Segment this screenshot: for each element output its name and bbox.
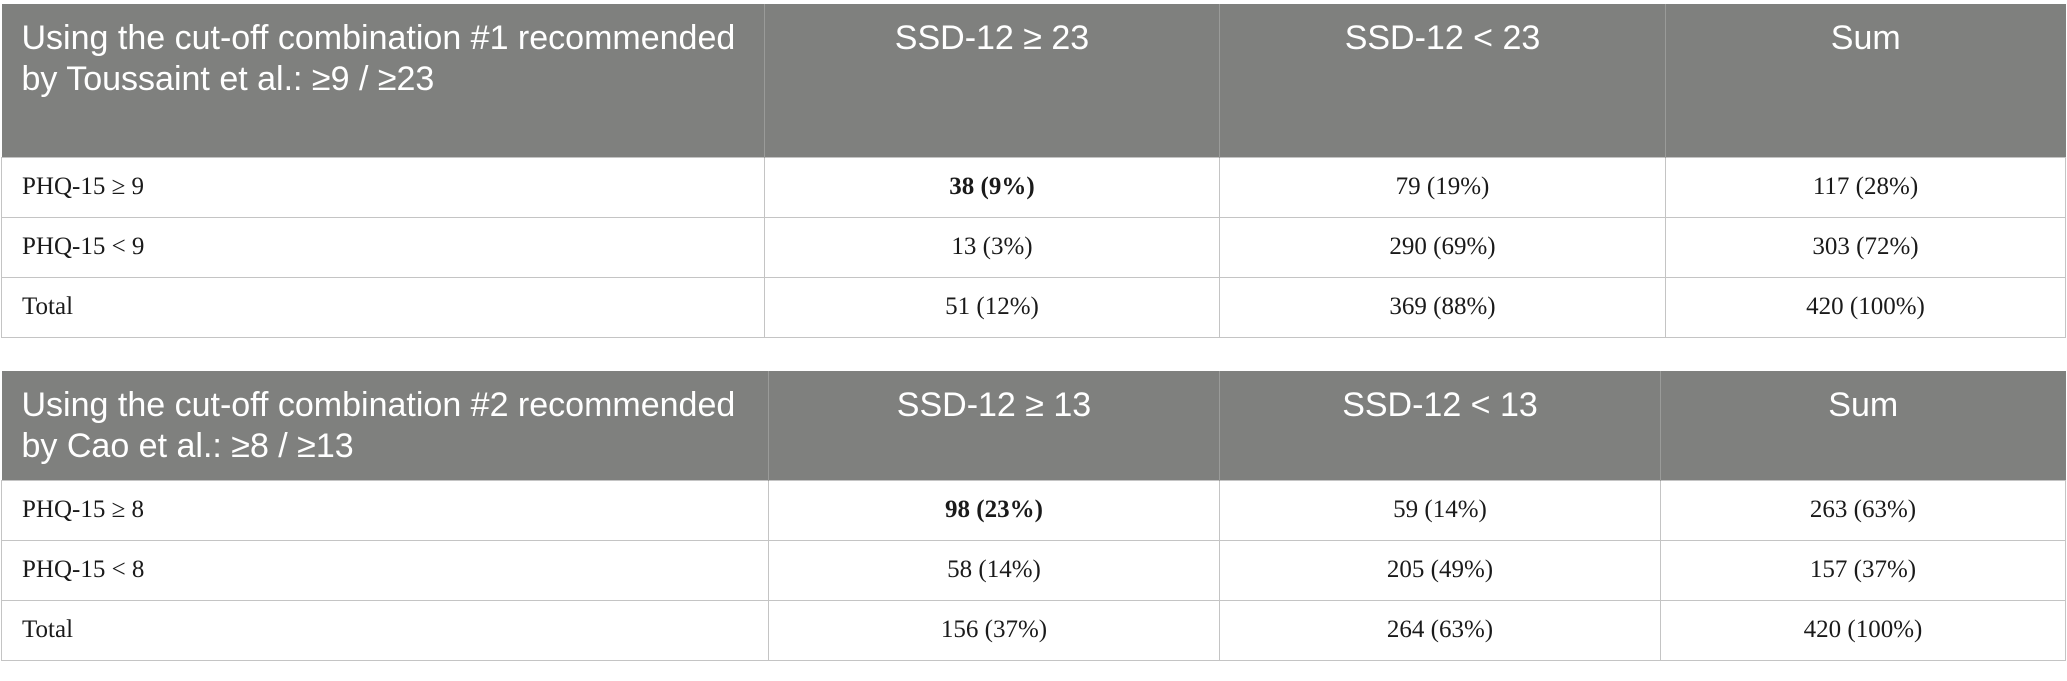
header-sum: Sum [1660,371,2066,480]
header-cutoff-description: Using the cut-off combination #2 recomme… [1,371,769,480]
cell-value: 290 (69%) [1219,216,1666,278]
cell-value: 59 (14%) [1219,479,1661,541]
cell-value: 58 (14%) [768,539,1220,601]
header-ssd12-high: SSD-12 ≥ 13 [768,371,1220,480]
table-row: Total 156 (37%) 264 (63%) 420 (100%) [1,599,2066,661]
header-ssd12-low: SSD-12 < 13 [1219,371,1661,480]
header-row: Using the cut-off combination #1 recomme… [1,4,2066,157]
header-sum: Sum [1665,4,2066,157]
table-row: Total 51 (12%) 369 (88%) 420 (100%) [1,276,2066,338]
cell-value: 263 (63%) [1660,479,2066,541]
row-label: PHQ-15 < 9 [1,216,765,278]
cutoff-table-1: Using the cut-off combination #1 recomme… [1,4,2066,338]
cutoff-table-2: Using the cut-off combination #2 recomme… [1,371,2066,661]
cell-value: 13 (3%) [764,216,1220,278]
header-cutoff-description: Using the cut-off combination #1 recomme… [1,4,765,157]
table-row: PHQ-15 < 8 58 (14%) 205 (49%) 157 (37%) [1,539,2066,601]
row-label: PHQ-15 ≥ 8 [1,479,769,541]
header-ssd12-high: SSD-12 ≥ 23 [764,4,1220,157]
cell-value: 420 (100%) [1665,276,2066,338]
header-row: Using the cut-off combination #2 recomme… [1,371,2066,480]
table-row: PHQ-15 ≥ 8 98 (23%) 59 (14%) 263 (63%) [1,479,2066,541]
cell-value: 79 (19%) [1219,156,1666,218]
cell-value: 303 (72%) [1665,216,2066,278]
row-label: Total [1,599,769,661]
cell-value: 156 (37%) [768,599,1220,661]
cell-value: 98 (23%) [768,479,1220,541]
header-ssd12-low: SSD-12 < 23 [1219,4,1666,157]
cell-value: 369 (88%) [1219,276,1666,338]
row-label: PHQ-15 < 8 [1,539,769,601]
table-row: PHQ-15 < 9 13 (3%) 290 (69%) 303 (72%) [1,216,2066,278]
cell-value: 51 (12%) [764,276,1220,338]
cell-value: 205 (49%) [1219,539,1661,601]
cell-value: 264 (63%) [1219,599,1661,661]
cell-value: 117 (28%) [1665,156,2066,218]
cell-value: 38 (9%) [764,156,1220,218]
row-label: PHQ-15 ≥ 9 [1,156,765,218]
table-row: PHQ-15 ≥ 9 38 (9%) 79 (19%) 117 (28%) [1,156,2066,218]
row-label: Total [1,276,765,338]
cell-value: 420 (100%) [1660,599,2066,661]
cell-value: 157 (37%) [1660,539,2066,601]
